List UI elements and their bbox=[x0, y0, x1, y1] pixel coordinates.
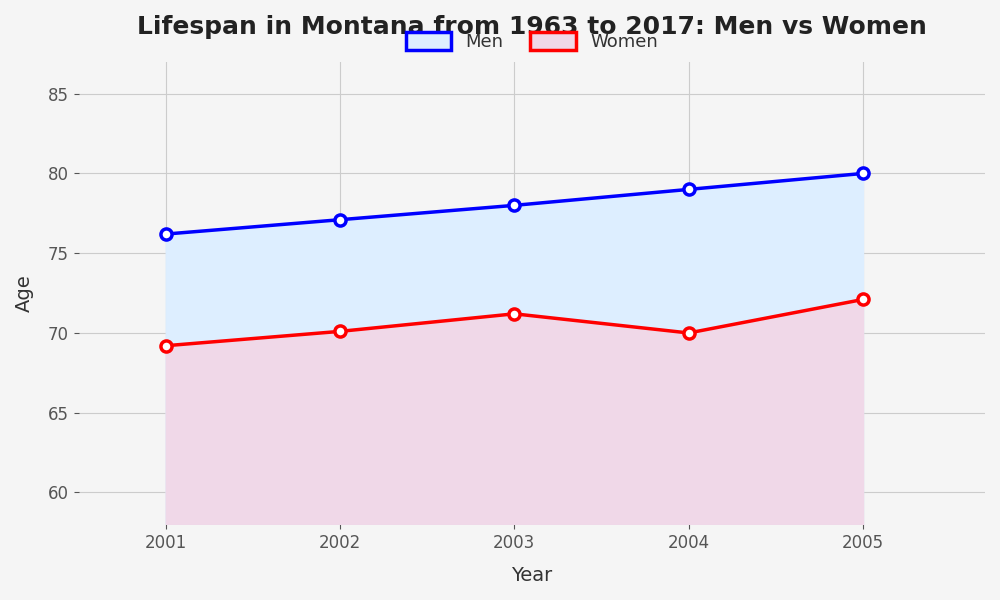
Legend: Men, Women: Men, Women bbox=[399, 25, 665, 58]
Y-axis label: Age: Age bbox=[15, 274, 34, 312]
X-axis label: Year: Year bbox=[511, 566, 552, 585]
Title: Lifespan in Montana from 1963 to 2017: Men vs Women: Lifespan in Montana from 1963 to 2017: M… bbox=[137, 15, 927, 39]
